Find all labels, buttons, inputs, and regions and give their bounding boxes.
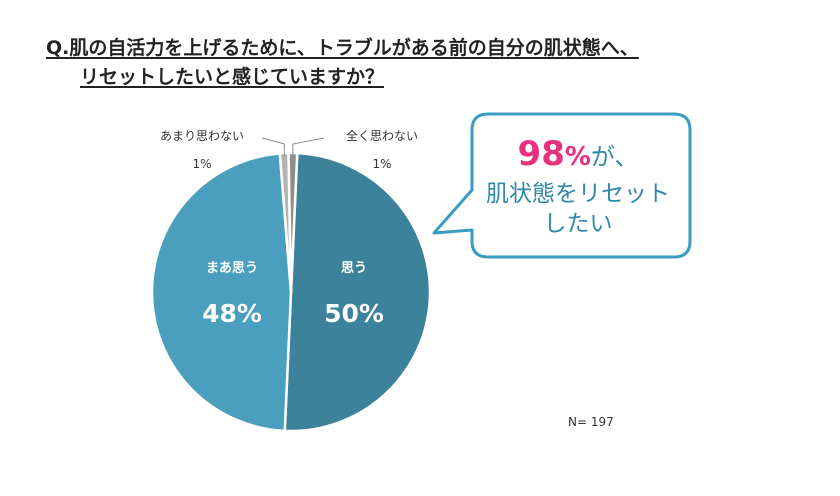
callout-bubble: [432, 112, 692, 259]
sample-size-label: N= 197: [568, 415, 614, 429]
label-maa-omou-value: 48%: [202, 299, 262, 328]
question-line-1: Q.肌の自活力を上げるために、トラブルがある前の自分の肌状態へ、: [46, 37, 639, 59]
label-mattaku-omowanai-value: 1%: [372, 157, 391, 171]
pie-slices: [150, 151, 431, 433]
callout-unit: %: [564, 142, 591, 172]
label-amari-omowanai-value: 1%: [192, 157, 211, 171]
question-line-2: リセットしたいと感じていますか？: [80, 66, 385, 88]
slice-omou: [283, 151, 431, 433]
callout-headline: 98%が、: [464, 132, 692, 179]
callout-line-3: したい: [543, 211, 613, 237]
leader-lines: [261, 137, 325, 157]
label-mattaku-omowanai-name: 全く思わない: [346, 128, 418, 143]
callout-value: 98: [517, 134, 565, 174]
label-amari-omowanai-name: あまり思わない: [160, 129, 244, 143]
slice-maa-omou: [150, 152, 293, 433]
question-title: Q.肌の自活力を上げるために、トラブルがある前の自分の肌状態へ、 リセットしたい…: [46, 34, 766, 92]
label-maa-omou-name: まあ思う: [206, 261, 258, 276]
callout-line-2: 肌状態をリセット: [486, 181, 670, 207]
label-omou-value: 50%: [324, 299, 384, 328]
callout-particle: が、: [590, 143, 639, 171]
slice-labels: 思う 50% まあ思う 48% あまり思わない 1% 全く思わない 1%: [160, 128, 418, 328]
callout-text: 98%が、 肌状態をリセット したい: [464, 132, 692, 239]
label-amari-omowanai-leader: [261, 137, 285, 157]
label-omou-name: 思う: [341, 261, 367, 276]
label-mattaku-omowanai-leader: [292, 137, 325, 157]
